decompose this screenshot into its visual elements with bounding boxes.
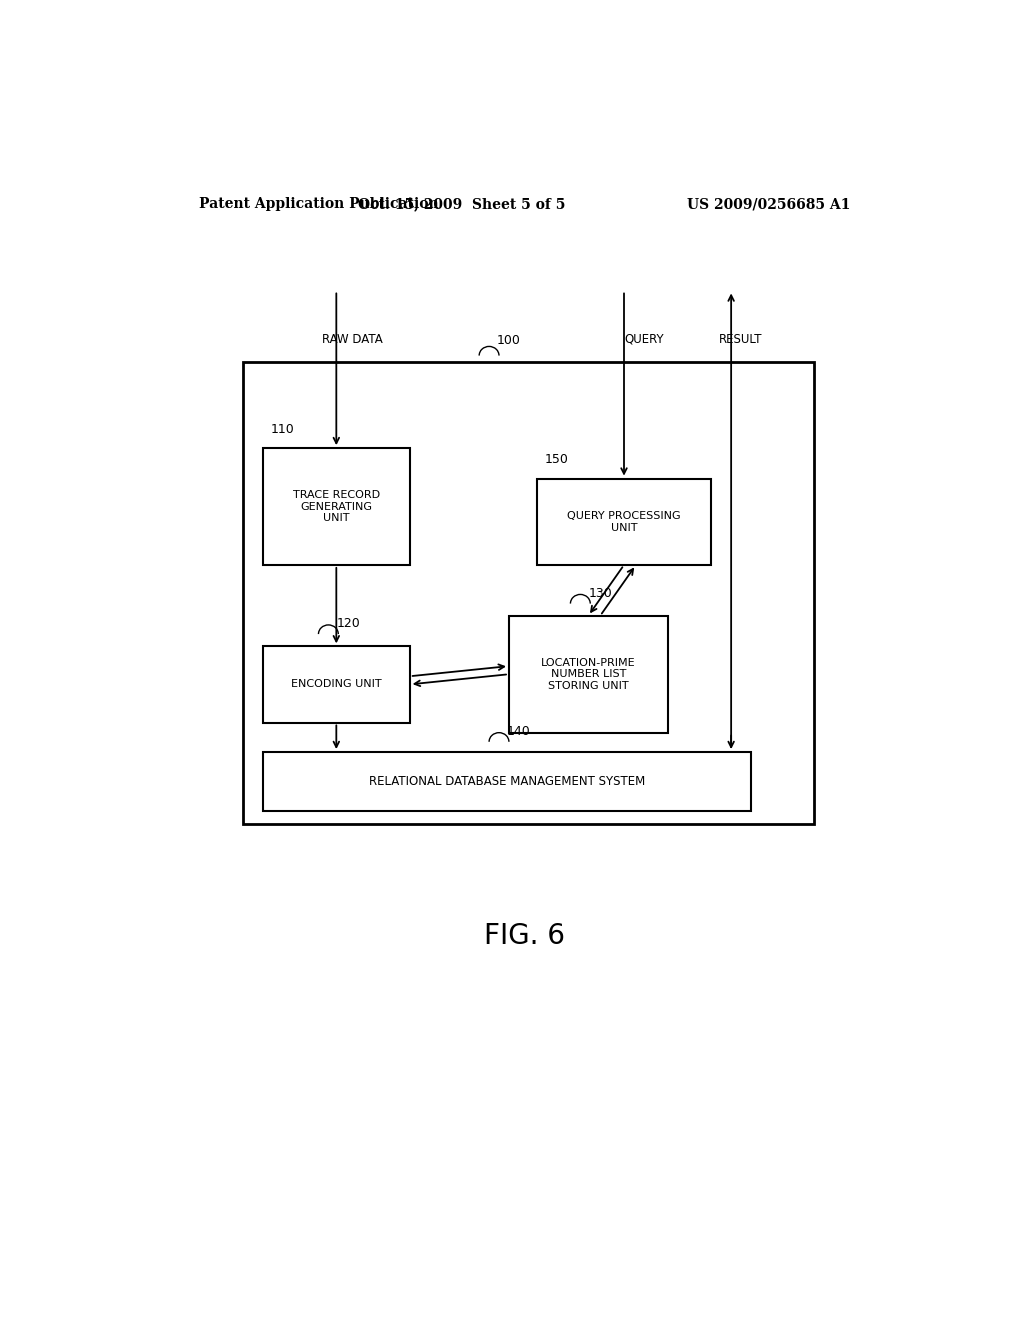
Text: Oct. 15, 2009  Sheet 5 of 5: Oct. 15, 2009 Sheet 5 of 5 — [357, 197, 565, 211]
Bar — [537, 479, 712, 565]
Bar — [509, 615, 668, 733]
Bar — [263, 752, 751, 810]
Text: 120: 120 — [336, 616, 360, 630]
Text: QUERY PROCESSING
UNIT: QUERY PROCESSING UNIT — [567, 511, 681, 532]
Text: 130: 130 — [588, 586, 612, 599]
Text: LOCATION-PRIME
NUMBER LIST
STORING UNIT: LOCATION-PRIME NUMBER LIST STORING UNIT — [541, 657, 636, 690]
Text: RAW DATA: RAW DATA — [323, 333, 383, 346]
Text: RESULT: RESULT — [719, 333, 763, 346]
Text: TRACE RECORD
GENERATING
UNIT: TRACE RECORD GENERATING UNIT — [293, 490, 380, 523]
Text: ENCODING UNIT: ENCODING UNIT — [291, 680, 382, 689]
Text: Patent Application Publication: Patent Application Publication — [200, 197, 439, 211]
Text: 100: 100 — [497, 334, 521, 347]
Text: 150: 150 — [545, 453, 568, 466]
Bar — [263, 647, 410, 722]
Text: 140: 140 — [507, 725, 530, 738]
Text: 110: 110 — [270, 422, 295, 436]
Text: US 2009/0256685 A1: US 2009/0256685 A1 — [687, 197, 850, 211]
Text: QUERY: QUERY — [624, 333, 664, 346]
Bar — [263, 447, 410, 565]
Bar — [243, 362, 814, 824]
Text: RELATIONAL DATABASE MANAGEMENT SYSTEM: RELATIONAL DATABASE MANAGEMENT SYSTEM — [369, 775, 645, 788]
Text: FIG. 6: FIG. 6 — [484, 921, 565, 950]
